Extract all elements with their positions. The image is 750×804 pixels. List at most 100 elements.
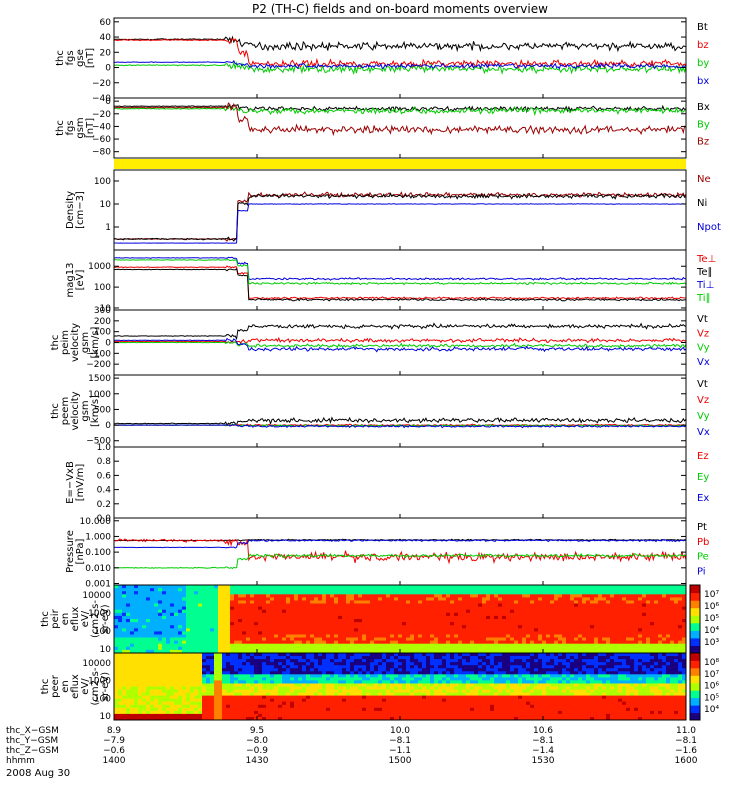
spectrogram-cell	[622, 625, 627, 629]
spectrogram-cell	[406, 607, 411, 611]
spectrogram-cell	[282, 594, 287, 598]
spectrogram-cell	[654, 641, 659, 645]
spectrogram-cell	[362, 702, 367, 706]
spectrogram-cell	[198, 690, 203, 694]
spectrogram-cell	[266, 613, 271, 617]
spectrogram-cell	[190, 591, 195, 595]
spectrogram-cell	[338, 656, 343, 660]
spectrogram-cell	[358, 604, 363, 608]
spectrogram-cell	[158, 705, 163, 709]
spectrogram-cell	[242, 659, 247, 663]
panel-2	[114, 159, 686, 169]
spectrogram-cell	[278, 659, 283, 663]
spectrogram-cell	[666, 638, 671, 642]
spectrogram-cell	[334, 699, 339, 703]
spectrogram-cell	[398, 644, 403, 648]
spectrogram-cell	[194, 665, 199, 669]
spectrogram-cell	[614, 622, 619, 626]
spectrogram-cell	[370, 662, 375, 666]
spectrogram-cell	[546, 641, 551, 645]
spectrogram-cell	[622, 604, 627, 608]
spectrogram-cell	[558, 610, 563, 614]
spectrogram-cell	[194, 702, 199, 706]
spectrogram-cell	[338, 690, 343, 694]
spectrogram-cell	[242, 668, 247, 672]
spectrogram-cell	[230, 597, 235, 601]
spectrogram-cell	[322, 641, 327, 645]
spectrogram-cell	[226, 616, 231, 620]
spectrogram-cell	[394, 638, 399, 642]
spectrogram-cell	[266, 714, 271, 718]
spectrogram-cell	[186, 662, 191, 666]
spectrogram-cell	[206, 647, 211, 651]
spectrogram-cell	[674, 628, 679, 632]
spectrogram-cell	[394, 674, 399, 678]
spectrogram-cell	[410, 616, 415, 620]
spectrogram-cell	[354, 622, 359, 626]
spectrogram-cell	[366, 659, 371, 663]
spectrogram-cell	[362, 597, 367, 601]
spectrogram-cell	[230, 631, 235, 635]
spectrogram-cell	[514, 588, 519, 592]
spectrogram-cell	[466, 607, 471, 611]
spectrogram-cell	[582, 616, 587, 620]
spectrogram-cell	[186, 594, 191, 598]
spectrogram-cell	[370, 644, 375, 648]
spectrogram-cell	[638, 644, 643, 648]
spectrogram-cell	[182, 677, 187, 681]
spectrogram-cell	[546, 607, 551, 611]
spectrogram-cell	[578, 588, 583, 592]
spectrogram-cell	[314, 714, 319, 718]
spectrogram-cell	[362, 647, 367, 651]
spectrogram-cell	[506, 647, 511, 651]
y-tick-label: 100	[94, 283, 111, 293]
spectrogram-cell	[374, 644, 379, 648]
spectrogram-cell	[302, 677, 307, 681]
spectrogram-cell	[542, 588, 547, 592]
spectrogram-cell	[158, 668, 163, 672]
spectrogram-cell	[298, 693, 303, 697]
spectrogram-cell	[394, 684, 399, 688]
spectrogram-cell	[162, 696, 167, 700]
spectrogram-cell	[498, 591, 503, 595]
y-tick-label: 10000	[82, 591, 111, 601]
spectrogram-cell	[242, 619, 247, 623]
spectrogram-cell	[494, 631, 499, 635]
spectrogram-cell	[326, 631, 331, 635]
spectrogram-cell	[350, 616, 355, 620]
spectrogram-cell	[322, 687, 327, 691]
spectrogram-cell	[378, 653, 383, 657]
spectrogram-cell	[118, 622, 123, 626]
spectrogram-cell	[302, 668, 307, 672]
spectrogram-cell	[114, 631, 119, 635]
spectrogram-cell	[238, 628, 243, 632]
spectrogram-cell	[598, 628, 603, 632]
spectrogram-cell	[130, 619, 135, 623]
spectrogram-cell	[286, 647, 291, 651]
spectrogram-cell	[298, 690, 303, 694]
spectrogram-cell	[270, 644, 275, 648]
spectrogram-cell	[166, 616, 171, 620]
spectrogram-cell	[262, 631, 267, 635]
spectrogram-cell	[226, 708, 231, 712]
spectrogram-cell	[350, 644, 355, 648]
spectrogram-cell	[438, 597, 443, 601]
spectrogram-cell	[254, 622, 259, 626]
spectrogram-cell	[158, 622, 163, 626]
spectrogram-cell	[250, 702, 255, 706]
spectrogram-cell	[166, 714, 171, 718]
spectrogram-cell	[130, 668, 135, 672]
spectrogram-cell	[274, 628, 279, 632]
spectrogram-cell	[238, 585, 243, 589]
spectrogram-cell	[214, 641, 219, 645]
spectrogram-cell	[274, 693, 279, 697]
spectrogram-cell	[630, 631, 635, 635]
spectrogram-cell	[390, 625, 395, 629]
spectrogram-cell	[378, 662, 383, 666]
spectrogram-cell	[342, 671, 347, 675]
spectrogram-cell	[294, 680, 299, 684]
spectrogram-cell	[242, 674, 247, 678]
